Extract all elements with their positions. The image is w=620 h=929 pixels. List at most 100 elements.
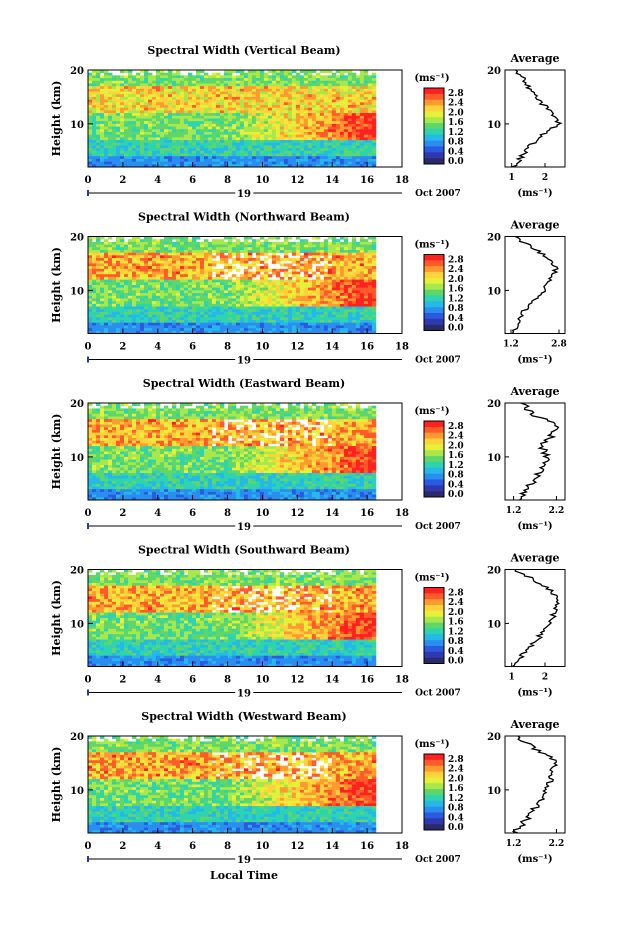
heatmap-cell (96, 105, 101, 109)
heatmap-cell (211, 309, 217, 313)
heatmap-cell (163, 322, 169, 326)
plot-frame (87, 69, 403, 168)
heatmap-cell (183, 80, 189, 84)
heatmap-cell (171, 102, 177, 106)
heatmap-cell (303, 91, 309, 95)
heatmap-cell (143, 322, 149, 326)
heatmap-cell (323, 255, 329, 259)
heatmap-cell (215, 161, 221, 165)
heatmap-cell (135, 150, 141, 154)
heatmap-cell (239, 153, 245, 157)
profile-x-label: (ms⁻¹) (517, 188, 552, 199)
heatmap-cell (179, 110, 185, 114)
heatmap-cell (115, 317, 121, 321)
heatmap-cell (251, 134, 257, 138)
heatmap-cell (371, 140, 377, 144)
heatmap-cell (287, 88, 293, 92)
heatmap-cell (88, 80, 93, 84)
heatmap-cell (271, 105, 277, 109)
heatmap-cell (163, 295, 169, 299)
heatmap-cell (131, 303, 137, 307)
heatmap-cell (351, 325, 357, 329)
heatmap-cell (359, 137, 365, 141)
heatmap-cell (171, 131, 177, 136)
heatmap-cell (127, 83, 133, 87)
heatmap-cell (323, 102, 329, 106)
heatmap-cell (215, 96, 221, 101)
heatmap-cell (335, 314, 341, 318)
heatmap-cell (195, 317, 201, 321)
heatmap-cell (211, 102, 217, 106)
heatmap-cell (143, 102, 149, 106)
heatmap-cell (239, 156, 245, 160)
heatmap-cell (307, 325, 313, 329)
heatmap-cell (203, 252, 209, 256)
heatmap-cell (195, 96, 201, 101)
heatmap-cell (96, 322, 101, 326)
heatmap-cell (167, 285, 173, 289)
heatmap-cell (103, 252, 109, 256)
heatmap-cell (335, 258, 341, 262)
heatmap-cell (203, 268, 209, 272)
heatmap-cell (363, 314, 369, 318)
heatmap-cell (347, 140, 353, 144)
heatmap-cell (275, 148, 281, 152)
heatmap-cell (327, 91, 333, 95)
heatmap-cell (139, 105, 145, 109)
heatmap-cell (351, 255, 357, 259)
heatmap-cell (335, 320, 341, 324)
heatmap-cell (323, 279, 329, 283)
heatmap-cell (96, 140, 101, 144)
heatmap-cell (299, 137, 305, 141)
heatmap-cell (219, 309, 225, 313)
heatmap-cell (139, 148, 145, 152)
heatmap-cell (339, 121, 345, 125)
heatmap-cell (211, 279, 217, 283)
heatmap-cell (311, 126, 317, 130)
heatmap-cell (263, 102, 269, 106)
heatmap-cell (139, 320, 145, 324)
heatmap-cell (311, 148, 317, 152)
heatmap-cell (283, 113, 289, 117)
heatmap-cell (123, 330, 129, 334)
heatmap-cell (119, 236, 125, 240)
heatmap-cell (107, 126, 113, 130)
heatmap-cell (167, 115, 173, 119)
heatmap-cell (343, 276, 349, 281)
heatmap-cell (215, 247, 221, 251)
heatmap-cell (239, 244, 245, 248)
heatmap-cell (179, 266, 185, 270)
heatmap-cell (299, 83, 305, 87)
heatmap-cell (155, 142, 161, 146)
heatmap-cell (367, 298, 373, 302)
heatmap-cell (143, 325, 149, 329)
heatmap-cell (171, 105, 177, 109)
heatmap-cell (159, 266, 165, 270)
heatmap-cell (151, 83, 157, 87)
heatmap-cell (159, 263, 165, 267)
heatmap-cell (115, 285, 121, 289)
heatmap-cell (155, 156, 161, 160)
heatmap-cell (259, 70, 265, 74)
heatmap-cell (283, 293, 289, 297)
heatmap-cell (339, 260, 345, 264)
heatmap-cell (143, 298, 149, 302)
heatmap-cell (207, 113, 213, 117)
heatmap-cell (135, 164, 141, 168)
heatmap-cell (127, 99, 133, 103)
heatmap-cell (323, 258, 329, 262)
heatmap-cell (127, 96, 133, 101)
heatmap-cell (299, 134, 305, 138)
heatmap-cell (279, 328, 285, 332)
heatmap-cell (359, 290, 365, 294)
heatmap-cell (315, 107, 321, 111)
heatmap-cell (311, 236, 317, 240)
heatmap-cell (279, 153, 285, 157)
heatmap-cell (219, 260, 225, 264)
heatmap-cell (147, 72, 153, 76)
heatmap-cell (123, 290, 129, 294)
heatmap-cell (239, 91, 245, 95)
heatmap-cell (263, 131, 269, 136)
heatmap-cell (291, 126, 297, 130)
heatmap-cell (115, 255, 121, 259)
